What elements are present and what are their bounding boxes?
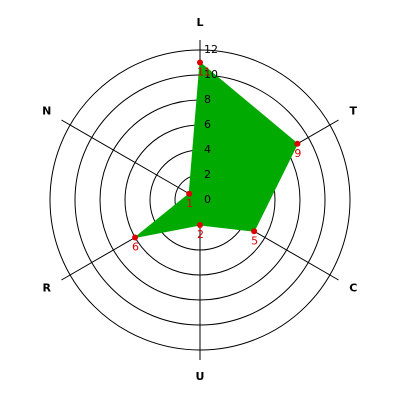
axis-label: N xyxy=(42,105,51,118)
value-label: 11 xyxy=(197,66,211,79)
value-label: 6 xyxy=(132,241,139,254)
marker xyxy=(186,190,193,197)
tick-label: 12 xyxy=(204,43,218,56)
radar-area xyxy=(134,61,299,238)
value-label: 5 xyxy=(251,234,258,247)
tick-label: 4 xyxy=(204,143,211,156)
axis-label: C xyxy=(349,282,357,295)
tick-label: 2 xyxy=(204,168,211,181)
axis-label: R xyxy=(42,282,51,295)
value-label: 2 xyxy=(197,228,204,241)
axis-label: L xyxy=(196,16,203,29)
marker xyxy=(197,59,203,66)
tick-label: 10 xyxy=(204,68,218,81)
axis-label: U xyxy=(196,370,205,383)
marker xyxy=(294,140,301,147)
marker xyxy=(132,234,139,241)
tick-label: 0 xyxy=(204,193,211,206)
marker xyxy=(251,228,258,235)
tick-label: 8 xyxy=(204,93,211,106)
value-label: 9 xyxy=(294,147,301,160)
value-label: 1 xyxy=(186,197,193,210)
tick-label: 6 xyxy=(204,118,211,131)
axis-spoke xyxy=(61,119,201,201)
axis-label: T xyxy=(350,105,358,118)
marker xyxy=(197,222,203,228)
